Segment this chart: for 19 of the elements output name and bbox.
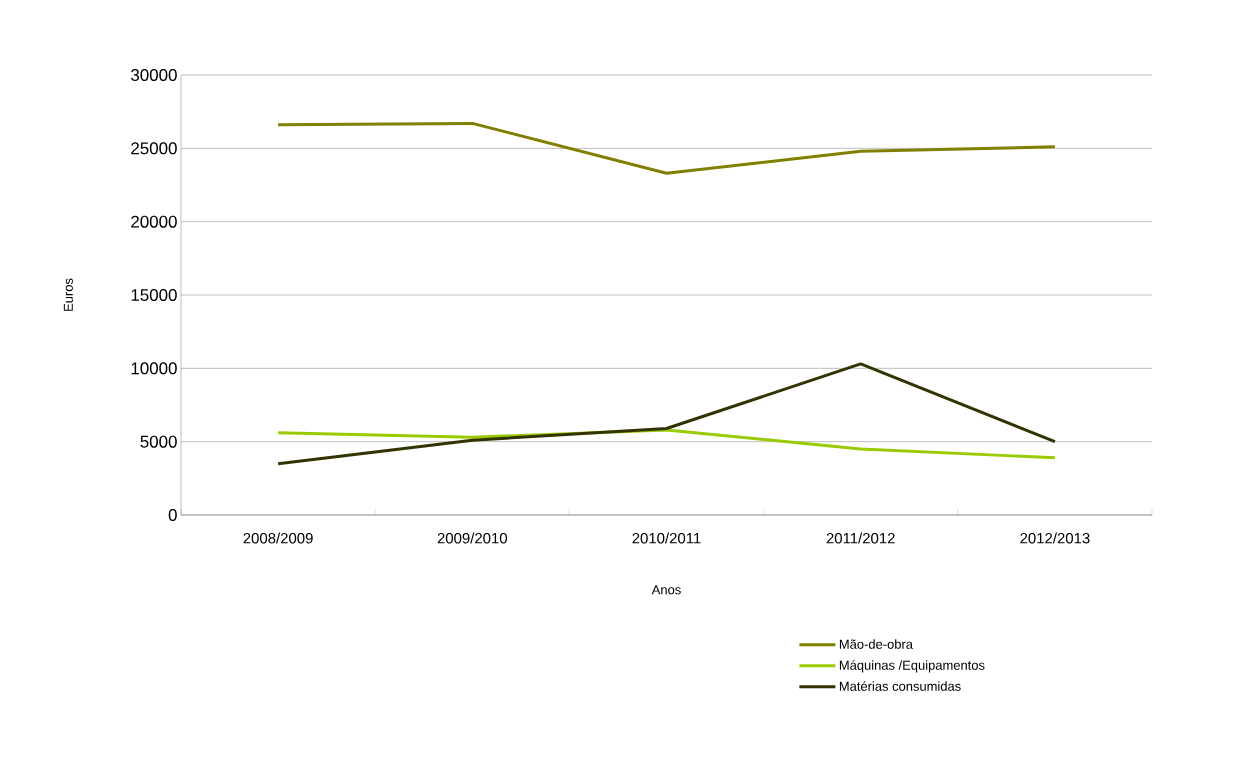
x-tick-label: 2009/2010 (437, 532, 508, 544)
y-tick-label: 0 (168, 509, 177, 521)
y-tick-label: 15000 (131, 289, 177, 301)
legend-label: Matérias consumidas (839, 681, 961, 691)
x-tick-label: 2011/2012 (826, 532, 895, 544)
y-tick-label: 30000 (131, 69, 177, 81)
x-tick-label: 2012/2013 (1020, 532, 1090, 544)
line-series (276, 362, 1057, 466)
legend-label: Máquinas /Equipamentos (839, 660, 985, 673)
y-tick-label: 25000 (131, 142, 177, 155)
x-tick-label: 2008/2009 (243, 532, 313, 544)
legend-label: Mão-de-obra (839, 639, 913, 649)
line-series (276, 121, 1057, 175)
y-tick-label: 10000 (131, 362, 177, 375)
x-tick-label: 2010/2011 (632, 532, 701, 544)
x-axis-title: Anos (651, 585, 681, 595)
y-axis-title: Euros (63, 278, 73, 311)
y-tick-label: 5000 (140, 435, 177, 448)
y-tick-label: 20000 (131, 215, 177, 228)
